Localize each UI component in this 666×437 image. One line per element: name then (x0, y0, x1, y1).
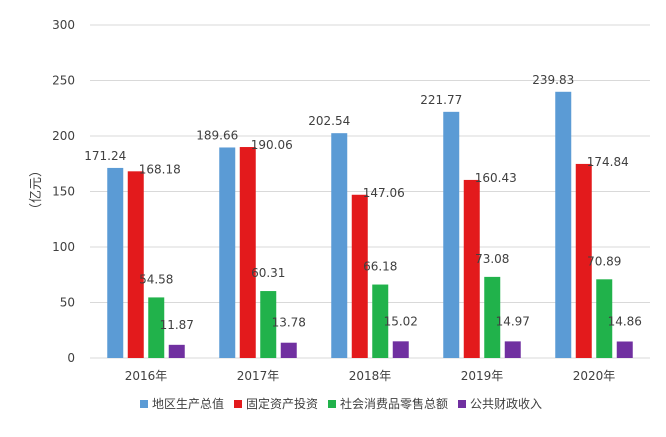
data-label: 15.02 (384, 314, 418, 328)
x-tick-label: 2019年 (461, 369, 504, 383)
data-label: 174.84 (587, 155, 629, 169)
legend-swatch (458, 400, 466, 408)
legend-swatch (328, 400, 336, 408)
data-label: 189.66 (196, 128, 238, 142)
data-label: 70.89 (587, 254, 621, 268)
bar (239, 147, 256, 358)
legend-label: 固定资产投资 (246, 396, 318, 411)
grid-lines (90, 24, 650, 359)
y-tick-label: 300 (52, 18, 75, 32)
x-tick-label: 2020年 (573, 369, 616, 383)
data-label: 73.08 (475, 252, 509, 266)
data-label: 168.18 (139, 162, 181, 176)
bar (616, 341, 633, 358)
y-tick-label: 50 (60, 296, 75, 310)
bar (148, 297, 165, 358)
legend-label: 公共财政收入 (470, 397, 542, 411)
data-label: 239.83 (532, 73, 574, 87)
data-label: 171.24 (84, 149, 126, 163)
data-label: 11.87 (160, 318, 194, 332)
y-axis-label: （亿元） (29, 164, 44, 216)
bar (127, 171, 144, 358)
bar (575, 163, 592, 358)
bar (555, 91, 572, 358)
data-label: 14.86 (608, 315, 642, 329)
data-label: 147.06 (363, 186, 405, 200)
y-tick-label: 200 (52, 129, 75, 143)
x-tick-label: 2018年 (349, 369, 392, 383)
data-label: 66.18 (363, 260, 397, 274)
data-label: 160.43 (475, 171, 517, 185)
bar (280, 342, 297, 358)
data-label: 60.31 (251, 266, 285, 280)
legend: 地区生产总值 固定资产投资 社会消费品零售总额 公共财政收入 (140, 396, 542, 411)
x-axis-ticks: 2016年 2017年 2018年 2019年 2020年 (125, 369, 616, 383)
bar (372, 284, 389, 358)
bar (504, 341, 521, 358)
legend-swatch (140, 400, 148, 408)
data-label: 221.77 (420, 93, 462, 107)
bar (331, 133, 348, 358)
y-tick-label: 250 (52, 74, 75, 88)
bar (484, 276, 501, 358)
data-label: 13.78 (272, 316, 306, 330)
data-label: 202.54 (308, 114, 350, 128)
bar (107, 167, 124, 358)
data-label: 190.06 (251, 138, 293, 152)
legend-label: 地区生产总值 (152, 396, 224, 411)
bar (260, 291, 277, 358)
y-tick-label: 100 (52, 240, 75, 254)
bar (443, 111, 460, 358)
y-tick-label: 0 (67, 351, 75, 365)
bar (463, 179, 480, 358)
bar (392, 341, 409, 358)
x-tick-label: 2016年 (125, 369, 168, 383)
y-tick-label: 150 (52, 185, 75, 199)
y-axis-ticks: 0 50 100 150 200 250 300 (52, 18, 75, 365)
data-label: 14.97 (496, 314, 530, 328)
bar (596, 279, 613, 358)
bar (219, 147, 236, 358)
bars (107, 91, 633, 358)
bar (168, 344, 185, 358)
legend-label: 社会消费品零售总额 (340, 396, 448, 411)
data-label: 54.58 (139, 272, 173, 286)
legend-swatch (234, 400, 242, 408)
data-labels: 171.24 168.18 54.58 11.87 189.66 190.06 60.31 1… (84, 73, 642, 332)
x-tick-label: 2017年 (237, 369, 280, 383)
bar (351, 194, 368, 358)
